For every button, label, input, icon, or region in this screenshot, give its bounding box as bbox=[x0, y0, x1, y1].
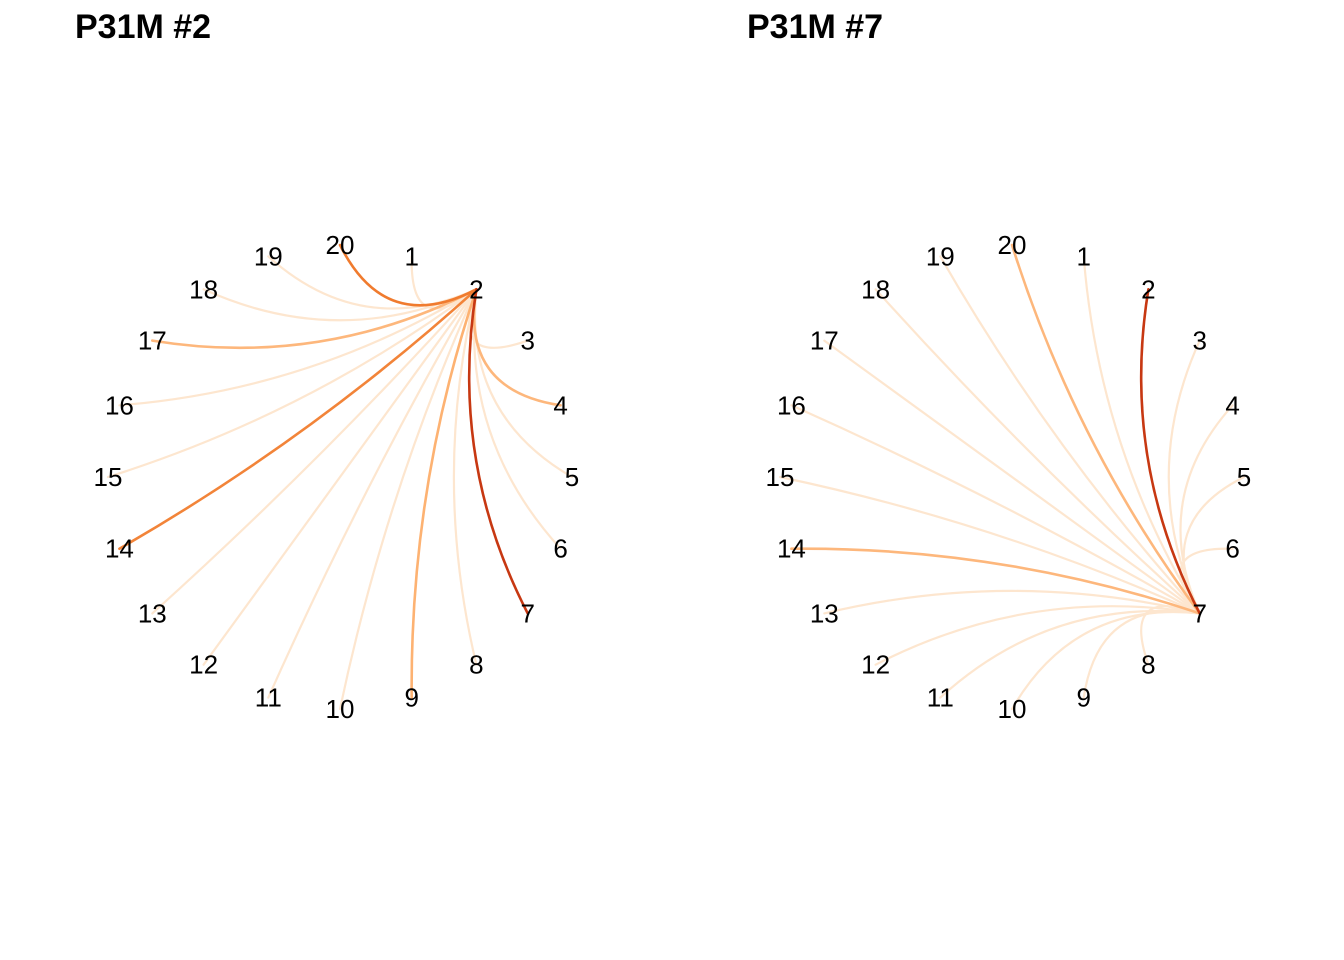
edge-7-17 bbox=[823, 339, 1201, 615]
edge-2-11 bbox=[267, 288, 478, 699]
node-label-17: 17 bbox=[138, 326, 167, 356]
edge-7-15 bbox=[778, 475, 1201, 615]
node-label-6: 6 bbox=[1225, 534, 1239, 564]
node-label-14: 14 bbox=[777, 534, 806, 564]
node-label-20: 20 bbox=[326, 230, 355, 260]
chart-title-left: P31M #2 bbox=[75, 8, 212, 46]
edges-group bbox=[778, 243, 1246, 711]
edge-2-5 bbox=[473, 288, 574, 479]
edge-7-14 bbox=[790, 547, 1201, 615]
node-label-3: 3 bbox=[1192, 326, 1206, 356]
node-label-16: 16 bbox=[105, 390, 134, 420]
edge-7-1 bbox=[1082, 255, 1201, 615]
edge-7-16 bbox=[790, 404, 1201, 615]
node-label-11: 11 bbox=[255, 683, 282, 713]
node-label-2: 2 bbox=[469, 274, 483, 304]
edge-7-11 bbox=[939, 609, 1201, 699]
node-label-14: 14 bbox=[105, 534, 134, 564]
node-label-12: 12 bbox=[189, 650, 218, 680]
edge-2-14 bbox=[118, 288, 478, 550]
node-label-18: 18 bbox=[861, 274, 890, 304]
chart-panel-right: P31M #7 1 2 3 4 5 6 7 8 9 10 11 12 13 14 15 16 17 18 19 20 bbox=[672, 0, 1344, 960]
edge-2-12 bbox=[202, 288, 478, 666]
edge-7-18 bbox=[874, 288, 1201, 615]
edge-7-19 bbox=[939, 255, 1201, 615]
node-label-5: 5 bbox=[565, 462, 579, 492]
node-label-19: 19 bbox=[254, 241, 283, 271]
node-label-10: 10 bbox=[326, 694, 355, 724]
edge-2-17 bbox=[151, 288, 478, 350]
node-label-18: 18 bbox=[189, 274, 218, 304]
node-label-1: 1 bbox=[1076, 241, 1090, 271]
node-label-13: 13 bbox=[810, 598, 839, 628]
edge-2-9 bbox=[410, 288, 478, 699]
node-label-8: 8 bbox=[469, 650, 483, 680]
node-label-9: 9 bbox=[1076, 683, 1090, 713]
edge-2-10 bbox=[338, 288, 478, 711]
edge-2-16 bbox=[118, 288, 478, 407]
node-label-7: 7 bbox=[1192, 598, 1206, 628]
node-label-7: 7 bbox=[520, 598, 534, 628]
chart-title-right: P31M #7 bbox=[747, 8, 884, 46]
node-label-8: 8 bbox=[1141, 650, 1155, 680]
node-label-15: 15 bbox=[766, 462, 795, 492]
edge-7-12 bbox=[874, 605, 1201, 666]
edge-2-20 bbox=[338, 243, 478, 307]
node-label-10: 10 bbox=[998, 694, 1027, 724]
edge-2-7 bbox=[467, 288, 529, 615]
edge-2-8 bbox=[452, 288, 478, 666]
edge-2-13 bbox=[151, 288, 478, 615]
chart-panel-left: P31M #2 1 2 3 4 5 6 7 8 9 10 11 12 13 14 15 16 17 18 19 20 bbox=[75, 8, 580, 724]
node-label-16: 16 bbox=[777, 390, 806, 420]
node-label-9: 9 bbox=[404, 683, 418, 713]
edge-7-2 bbox=[1139, 288, 1201, 615]
edge-7-10 bbox=[1010, 610, 1201, 711]
node-label-12: 12 bbox=[861, 650, 890, 680]
node-label-19: 19 bbox=[926, 241, 955, 271]
node-label-4: 4 bbox=[1225, 390, 1239, 420]
node-label-13: 13 bbox=[138, 598, 167, 628]
node-label-15: 15 bbox=[94, 462, 123, 492]
edges-group bbox=[106, 243, 574, 711]
node-label-2: 2 bbox=[1141, 274, 1155, 304]
node-label-1: 1 bbox=[404, 241, 418, 271]
edge-7-13 bbox=[823, 589, 1201, 615]
node-label-11: 11 bbox=[927, 683, 954, 713]
node-label-4: 4 bbox=[553, 390, 567, 420]
node-label-6: 6 bbox=[553, 534, 567, 564]
node-label-17: 17 bbox=[810, 326, 839, 356]
node-label-3: 3 bbox=[520, 326, 534, 356]
edge-7-20 bbox=[1010, 243, 1201, 615]
node-label-5: 5 bbox=[1237, 462, 1251, 492]
node-label-20: 20 bbox=[998, 230, 1027, 260]
edge-2-15 bbox=[106, 288, 478, 479]
